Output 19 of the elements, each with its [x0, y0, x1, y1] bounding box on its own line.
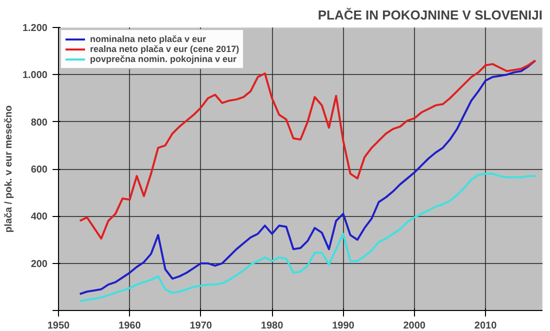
- line-series: [78, 172, 536, 302]
- x-tick-label: 1990: [332, 320, 355, 331]
- y-tick-label: 400: [30, 212, 48, 223]
- y-tick-label: 200: [30, 258, 48, 270]
- x-tick-label: 2000: [403, 320, 426, 331]
- legend-label: nominalna neto plača v eur: [90, 34, 206, 44]
- x-tick-label: 1970: [190, 320, 212, 331]
- x-tick-label: 2010: [474, 320, 498, 331]
- y-tick-label: 1.200: [22, 23, 48, 34]
- legend-label: povprečna nomin. pokojnina v eur: [90, 54, 237, 64]
- x-tick-label: 1950: [47, 320, 70, 331]
- y-tick-label: 800: [30, 117, 48, 128]
- y-axis-title: plača / pok. v eur mesečno: [3, 105, 14, 233]
- chart-title: PLAČE IN POKOJNINE V SLOVENIJI: [318, 8, 542, 22]
- y-tick-label: 1.000: [22, 70, 48, 82]
- x-tick-label: 1980: [260, 320, 284, 331]
- x-tick-label: 1960: [118, 320, 142, 331]
- legend-label: realna neto plača v eur (cene 2017): [90, 44, 240, 54]
- y-tick-label: 600: [30, 164, 48, 176]
